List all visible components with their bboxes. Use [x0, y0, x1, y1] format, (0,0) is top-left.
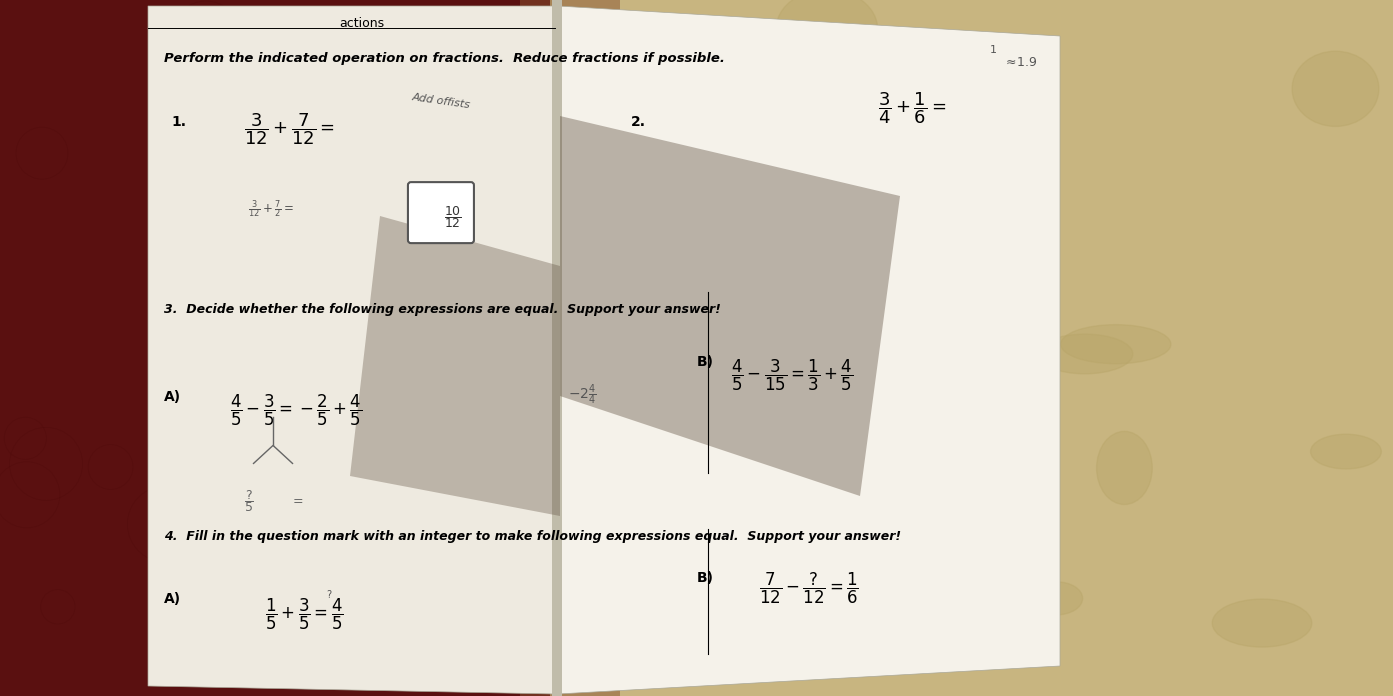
Text: A): A) [164, 592, 181, 606]
Ellipse shape [937, 52, 992, 93]
Text: $\dfrac{4}{5}-\dfrac{3}{5}=-\dfrac{2}{5}+\dfrac{4}{5}$: $\dfrac{4}{5}-\dfrac{3}{5}=-\dfrac{2}{5}… [230, 393, 362, 428]
Text: $-2\frac{4}{4}$: $-2\frac{4}{4}$ [568, 383, 598, 407]
Text: $?$: $?$ [326, 587, 333, 600]
Ellipse shape [776, 0, 878, 69]
Polygon shape [550, 0, 1393, 696]
Text: $\dfrac{?}{5}$: $\dfrac{?}{5}$ [244, 488, 254, 514]
Text: Perform the indicated operation on fractions.  Reduce fractions if possible.: Perform the indicated operation on fract… [164, 52, 726, 65]
Text: $1$: $1$ [989, 42, 997, 55]
Ellipse shape [758, 186, 850, 255]
Text: $\dfrac{7}{12}-\dfrac{?}{12}=\dfrac{1}{6}$: $\dfrac{7}{12}-\dfrac{?}{12}=\dfrac{1}{6… [759, 571, 859, 606]
Polygon shape [0, 0, 550, 696]
Text: $\approx\! 1.9$: $\approx\! 1.9$ [1003, 56, 1038, 69]
Ellipse shape [1096, 432, 1152, 505]
Ellipse shape [748, 52, 804, 128]
Text: $\frac{3}{12}+\frac{7}{2}=$: $\frac{3}{12}+\frac{7}{2}=$ [248, 198, 294, 220]
Polygon shape [552, 0, 561, 696]
Text: 1.: 1. [171, 115, 187, 129]
Text: 2.: 2. [631, 115, 646, 129]
Text: 3.  Decide whether the following expressions are equal.  Support your answer!: 3. Decide whether the following expressi… [164, 303, 722, 316]
Text: actions: actions [340, 17, 384, 31]
FancyBboxPatch shape [408, 182, 474, 243]
Ellipse shape [694, 181, 755, 234]
Text: A): A) [164, 390, 181, 404]
Ellipse shape [1293, 52, 1379, 127]
Polygon shape [350, 216, 560, 516]
Text: $=$: $=$ [290, 493, 304, 506]
Text: $\dfrac{3}{4}+\dfrac{1}{6}=$: $\dfrac{3}{4}+\dfrac{1}{6}=$ [878, 90, 946, 126]
Text: 4.  Fill in the question mark with an integer to make following expressions equa: 4. Fill in the question mark with an int… [164, 530, 901, 544]
Text: $\dfrac{3}{12}+\dfrac{7}{12}=$: $\dfrac{3}{12}+\dfrac{7}{12}=$ [244, 111, 334, 147]
Text: $\dfrac{10}{12}$: $\dfrac{10}{12}$ [444, 204, 461, 230]
Ellipse shape [717, 25, 823, 101]
Ellipse shape [1311, 434, 1382, 469]
Text: $\dfrac{4}{5}-\dfrac{3}{15}=\dfrac{1}{3}+\dfrac{4}{5}$: $\dfrac{4}{5}-\dfrac{3}{15}=\dfrac{1}{3}… [731, 358, 854, 393]
Polygon shape [560, 116, 900, 496]
Ellipse shape [1212, 599, 1312, 647]
Polygon shape [559, 6, 1060, 694]
Text: $\dfrac{1}{5}+\dfrac{3}{5}=\dfrac{4}{5}$: $\dfrac{1}{5}+\dfrac{3}{5}=\dfrac{4}{5}$ [265, 597, 344, 632]
Polygon shape [520, 0, 620, 696]
Ellipse shape [1060, 324, 1172, 364]
Polygon shape [148, 6, 554, 694]
Ellipse shape [1036, 334, 1133, 374]
Ellipse shape [910, 280, 956, 346]
Text: B): B) [696, 355, 713, 369]
Ellipse shape [632, 513, 706, 558]
Text: B): B) [696, 571, 713, 585]
Ellipse shape [1029, 582, 1082, 615]
Text: Add offists: Add offists [411, 92, 471, 110]
